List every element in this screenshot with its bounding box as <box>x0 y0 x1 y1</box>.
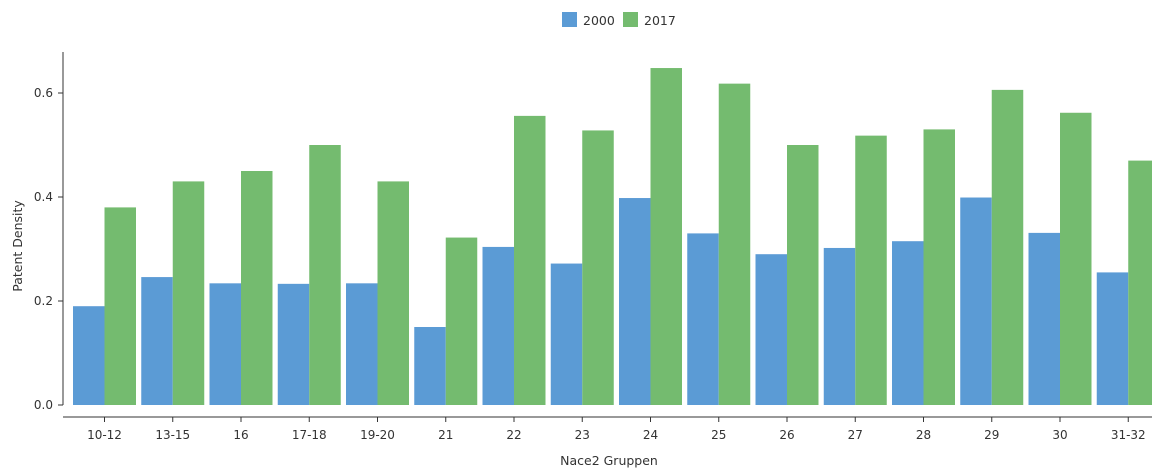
bar-2000-16 <box>209 283 241 405</box>
bar-2000-26 <box>755 254 787 405</box>
bar-2017-24 <box>650 68 682 405</box>
bar-2017-10-12 <box>104 207 136 405</box>
bar-2000-13-15 <box>141 277 173 405</box>
x-tick-label: 26 <box>779 428 794 442</box>
x-axis: 10-12 13-15 16 17-18 19-20 21 22 23 24 25 26 27 28 29… <box>63 416 1152 442</box>
x-tick-label: 28 <box>916 428 931 442</box>
y-tick-label: 0.6 <box>34 86 53 100</box>
bar-2017-26 <box>787 145 819 405</box>
bar-2000-25 <box>687 233 719 405</box>
x-tick-label: 24 <box>643 428 658 442</box>
bar-2017-29 <box>991 89 1024 405</box>
x-tick-label: 19-20 <box>360 428 395 442</box>
bar-2000-30 <box>1028 232 1060 405</box>
bar-2000-10-12 <box>73 306 105 405</box>
legend-label: 2017 <box>644 13 676 28</box>
x-axis-title: Nace2 Gruppen <box>560 453 658 468</box>
x-tick-label: 25 <box>711 428 726 442</box>
y-tick-label: 0.2 <box>34 294 53 308</box>
x-tick-label: 29 <box>984 428 999 442</box>
x-tick-label: 31-32 <box>1111 428 1146 442</box>
y-tick-label: 0.4 <box>34 190 53 204</box>
bar-2017-31-32 <box>1128 160 1152 405</box>
bar-2000-27 <box>823 247 856 405</box>
bar-2017-22 <box>514 115 546 405</box>
bar-2017-25 <box>718 83 751 405</box>
bar-2017-19-20 <box>377 181 409 405</box>
x-tick-label: 23 <box>575 428 590 442</box>
bars <box>73 68 1152 405</box>
bar-2017-17-18 <box>309 145 341 405</box>
legend: 2000 2017 <box>562 12 676 28</box>
x-tick-label: 21 <box>438 428 453 442</box>
y-axis: 0.0 0.2 0.4 0.6 <box>34 52 64 412</box>
x-tick-label: 17-18 <box>292 428 327 442</box>
bar-2017-23 <box>582 130 614 405</box>
legend-swatch <box>562 12 577 27</box>
x-tick-label: 10-12 <box>87 428 122 442</box>
legend-item-2000: 2000 <box>562 12 615 28</box>
bar-2017-16 <box>241 171 273 405</box>
x-tick-label: 30 <box>1052 428 1067 442</box>
y-tick-label: 0.0 <box>34 398 53 412</box>
bar-2000-31-32 <box>1096 272 1129 405</box>
bar-2000-28 <box>892 241 924 405</box>
bar-2000-21 <box>414 327 446 405</box>
bar-2000-24 <box>619 198 651 405</box>
x-tick-label: 16 <box>233 428 248 442</box>
legend-item-2017: 2017 <box>623 12 676 28</box>
bar-2017-27 <box>855 135 887 405</box>
legend-label: 2000 <box>583 13 615 28</box>
x-tick-label: 27 <box>848 428 863 442</box>
bar-2017-21 <box>445 237 478 405</box>
x-tick-label: 13-15 <box>155 428 190 442</box>
bar-2017-28 <box>923 129 955 405</box>
bar-2017-30 <box>1060 112 1092 405</box>
bar-2000-29 <box>960 197 992 405</box>
bar-2000-22 <box>482 246 514 405</box>
bar-2000-17-18 <box>277 283 310 405</box>
x-tick-label: 22 <box>506 428 521 442</box>
bar-2000-19-20 <box>346 283 378 405</box>
legend-swatch <box>623 12 638 27</box>
bar-2017-13-15 <box>172 181 205 405</box>
y-axis-title: Patent Density <box>10 200 25 292</box>
bar-2000-23 <box>550 263 583 405</box>
